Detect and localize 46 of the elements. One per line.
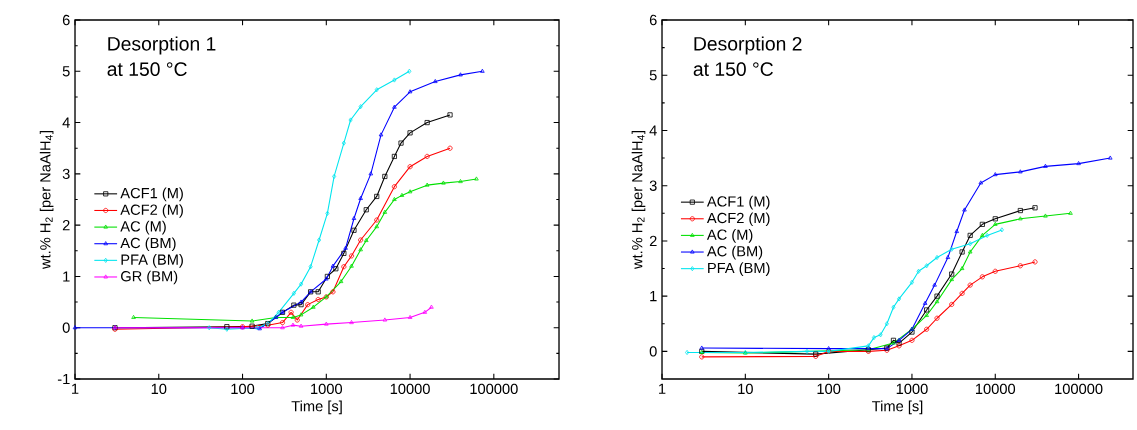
- x-tick-label: 1: [72, 383, 79, 394]
- x-tick-label: 100000: [470, 383, 518, 395]
- legend-label: PFA (BM): [121, 254, 183, 268]
- legend-label: ACF2 (M): [706, 212, 770, 227]
- annotation: Desorption 1: [108, 36, 216, 55]
- y-tick-label: 6: [649, 14, 657, 26]
- y-tick-label: 5: [62, 66, 70, 77]
- x-tick-label: 1000: [896, 383, 928, 395]
- y-tick-label: 6: [62, 14, 70, 26]
- x-tick-label: 10000: [390, 383, 430, 395]
- annotation: at 150 °C: [693, 62, 773, 76]
- x-tick-label: 10: [738, 383, 753, 395]
- legend-label: PFA (BM): [708, 262, 770, 276]
- annotation: at 150 °C: [107, 62, 187, 76]
- y-tick-label: 5: [649, 70, 657, 81]
- y-tick-label: 1: [650, 291, 657, 302]
- y-tick-label: 0: [649, 346, 657, 357]
- y-axis-title: wt.% H$_{2}$ [per NaAlH$_{4}$]: [39, 131, 54, 270]
- y-tick-label: -1: [57, 373, 70, 385]
- legend-label: AC (BM): [120, 237, 176, 252]
- y-tick-label: 1: [63, 271, 70, 282]
- y-tick-label: 0: [62, 322, 70, 333]
- y-tick-label: 2: [62, 220, 70, 231]
- y-tick-label: 3: [62, 168, 70, 180]
- y-tick-label: 4: [649, 125, 657, 136]
- x-tick-label: 100000: [1055, 383, 1103, 395]
- legend-label: ACF1 (M): [706, 195, 770, 210]
- legend-label: GR (BM): [121, 270, 178, 285]
- legend-label: ACF1 (M): [120, 187, 183, 202]
- x-axis-title: Time [s]: [872, 400, 923, 415]
- y-tick-label: 3: [649, 180, 657, 191]
- x-tick-label: 100: [231, 383, 255, 395]
- y-tick-label: 4: [62, 117, 70, 128]
- y-tick-label: 2: [649, 235, 657, 247]
- legend-label: AC (M): [120, 220, 166, 235]
- legend-label: AC (BM): [706, 245, 763, 260]
- x-tick-label: 1000: [311, 383, 343, 395]
- y-axis-title: wt.% H$_{2}$ [per NaAlH$_{4}$]: [631, 131, 646, 270]
- x-tick-label: 1: [659, 383, 666, 394]
- legend-label: ACF2 (M): [120, 204, 183, 218]
- annotation: Desorption 2: [694, 36, 802, 55]
- x-tick-label: 10000: [975, 383, 1016, 395]
- x-axis-title: Time [s]: [291, 400, 342, 415]
- x-tick-label: 10: [151, 383, 167, 395]
- legend-label: AC (M): [706, 229, 753, 243]
- x-tick-label: 100: [817, 383, 841, 395]
